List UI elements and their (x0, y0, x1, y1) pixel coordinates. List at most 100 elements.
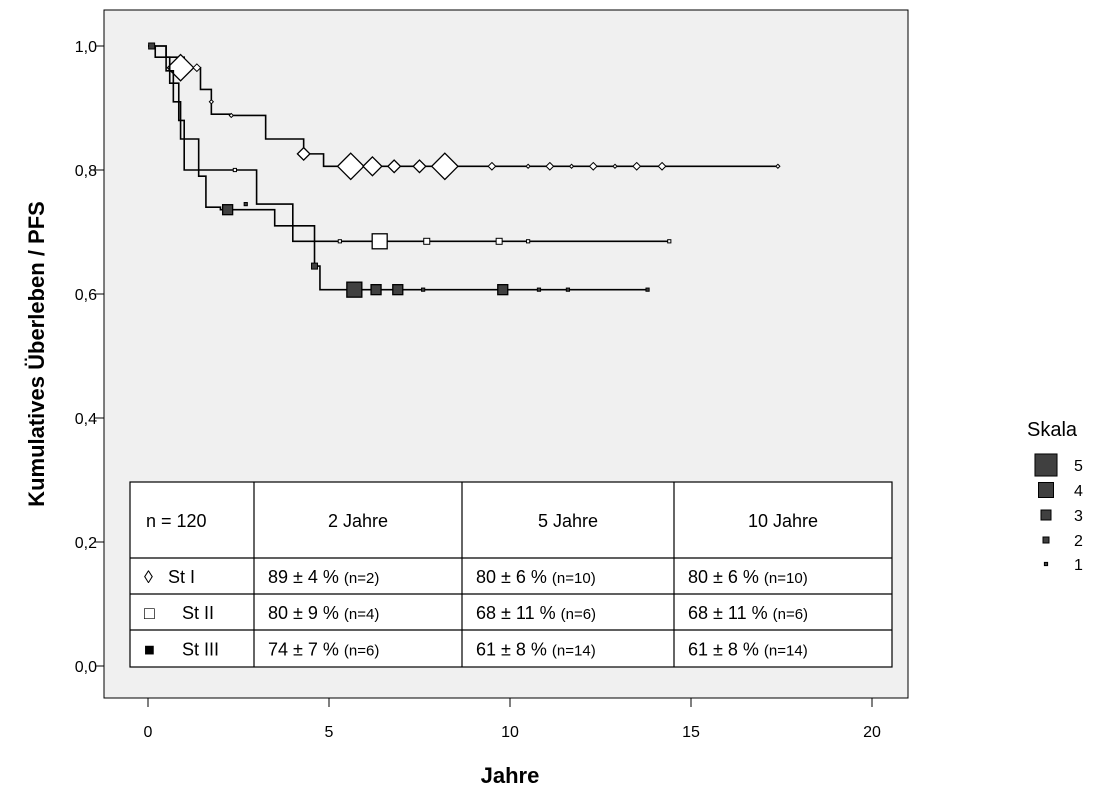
censor-point (392, 284, 404, 296)
legend-marker (1043, 561, 1049, 567)
table-cell: 80 ± 9 % (n=4) (268, 603, 379, 623)
censor-point (192, 63, 202, 73)
censor-point (386, 159, 402, 174)
censor-point (346, 281, 363, 298)
table-header-cell: n = 120 (146, 511, 207, 531)
table-cell-count: (n=14) (764, 643, 808, 660)
censor-point (336, 152, 365, 181)
censor-point (296, 146, 311, 162)
table-cell-count: (n=14) (552, 643, 596, 660)
y-tick-label: 1,0 (75, 39, 97, 56)
table-row-symbol: □ (144, 603, 155, 623)
table-cell-value: 80 ± 6 % (688, 567, 764, 587)
legend-label: 2 (1074, 533, 1083, 550)
censor-point (487, 161, 497, 171)
table-cell: 80 ± 6 % (n=10) (476, 567, 596, 587)
table-row-symbol: ■ (144, 640, 155, 660)
censor-point (337, 239, 342, 244)
table-row-label: St III (182, 640, 219, 660)
y-axis-title: Kumulatives Überleben / PFS (24, 201, 49, 507)
legend-marker (1034, 453, 1058, 477)
series-line (148, 45, 670, 243)
y-tick-label: 0,2 (75, 535, 97, 552)
censor-point (667, 239, 672, 244)
legend: Skala 5 4 3 2 1 (1027, 419, 1083, 574)
table-cell-count: (n=6) (344, 643, 379, 660)
censor-point (430, 152, 459, 181)
censor-point (423, 237, 431, 245)
legend-marker (1042, 536, 1050, 544)
table-cell-count: (n=4) (344, 606, 379, 623)
table-cell-value: 74 ± 7 % (268, 640, 344, 660)
censor-point (775, 163, 781, 169)
table-header-cell: 2 Jahre (328, 511, 388, 531)
censor-point (370, 284, 382, 296)
censor-point (362, 155, 383, 177)
table-header-cell: 10 Jahre (748, 511, 818, 531)
table-cell-count: (n=6) (561, 606, 596, 623)
table-cell-value: 61 ± 8 % (688, 640, 764, 660)
censor-point (495, 237, 503, 245)
legend-label: 5 (1074, 458, 1083, 475)
table-row-symbol: ◊ (144, 567, 153, 587)
censor-point (228, 112, 234, 119)
censor-point (536, 287, 542, 292)
series-st-iii (148, 42, 650, 298)
table-cell-value: 89 ± 4 % (268, 567, 344, 587)
x-tick-label: 0 (144, 724, 153, 741)
summary-table: n = 120 2 Jahre 5 Jahre 10 Jahre ◊ St I 89 ± 4… (129, 481, 893, 668)
series-st-ii (148, 45, 672, 250)
table-cell: 68 ± 11 % (n=6) (476, 603, 596, 623)
x-tick-label: 10 (501, 724, 519, 741)
legend-marker (1040, 509, 1052, 521)
table-cell-count: (n=2) (344, 570, 379, 587)
censor-point (545, 161, 555, 171)
table-row-label: St I (168, 567, 195, 587)
censor-point (565, 287, 571, 292)
censor-point (568, 163, 575, 169)
table-cell: 61 ± 8 % (n=14) (476, 640, 596, 660)
table-cell: 61 ± 8 % (n=14) (688, 640, 808, 660)
x-axis-title: Jahre (481, 763, 540, 788)
legend-marker (1038, 482, 1054, 498)
x-tick-label: 15 (682, 724, 700, 741)
censor-point (421, 287, 426, 292)
legend-label: 3 (1074, 508, 1083, 525)
series-st-i (148, 45, 781, 181)
table-cell-value: 80 ± 6 % (476, 567, 552, 587)
x-tick-label: 20 (863, 724, 881, 741)
table-cell-count: (n=6) (773, 606, 808, 623)
series-line (148, 45, 648, 291)
table-cell: 89 ± 4 % (n=2) (268, 567, 379, 587)
censor-point (526, 239, 531, 244)
legend-label: 1 (1074, 557, 1083, 574)
censor-point (412, 159, 427, 174)
table-cell: 80 ± 6 % (n=10) (688, 567, 808, 587)
y-tick-label: 0,4 (75, 411, 97, 428)
table-cell-value: 80 ± 9 % (268, 603, 344, 623)
table-cell-value: 61 ± 8 % (476, 640, 552, 660)
y-tick-label: 0,6 (75, 287, 97, 304)
table-cell: 68 ± 11 % (n=6) (688, 603, 808, 623)
censor-point (208, 99, 215, 105)
table-frame (129, 481, 893, 668)
censor-point (632, 161, 642, 171)
table-cell-count: (n=10) (764, 570, 808, 587)
table-cell-value: 68 ± 11 % (476, 603, 561, 623)
y-tick-label: 0,8 (75, 163, 97, 180)
censor-point (371, 233, 388, 250)
censor-point (645, 287, 650, 292)
series-layer (148, 42, 781, 298)
axis-ticks: 0 5 10 15 20 0,0 0,2 0,4 0,6 0,8 1,0 (75, 39, 881, 741)
censor-point (612, 163, 618, 169)
table-cell-count: (n=10) (552, 570, 596, 587)
x-tick-label: 5 (325, 724, 334, 741)
table-row-label: St II (182, 603, 214, 623)
censor-point (243, 202, 248, 207)
legend-label: 4 (1074, 483, 1083, 500)
table-cell: 74 ± 7 % (n=6) (268, 640, 379, 660)
censor-point (221, 204, 234, 216)
censor-point (311, 262, 319, 270)
censor-point (497, 284, 509, 296)
